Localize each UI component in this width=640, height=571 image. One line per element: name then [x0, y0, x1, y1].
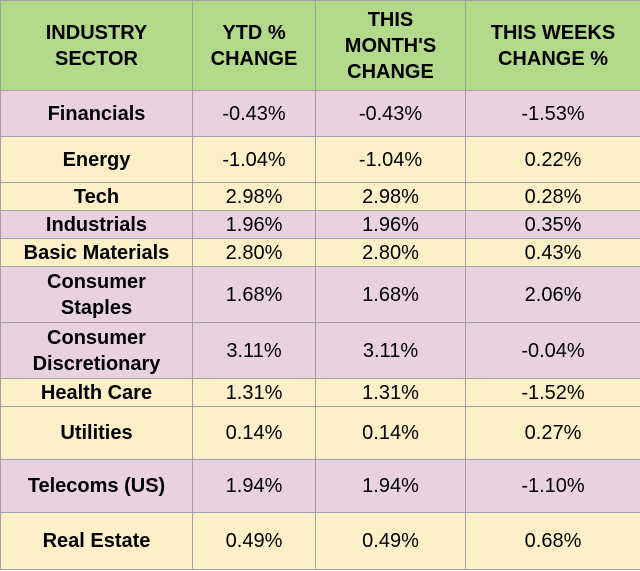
table-row: Health Care 1.31% 1.31% -1.52% — [0, 378, 640, 407]
table-body: Financials -0.43% -0.43% -1.53% Energy -1.04%… — [0, 90, 640, 570]
ytd-change-cell: 2.98% — [192, 182, 316, 211]
ytd-change-cell: 3.11% — [192, 322, 316, 379]
week-change-cell: 2.06% — [465, 266, 640, 323]
sector-name: Discretionary — [32, 352, 161, 375]
sector-name-cell: Telecoms (US) — [0, 459, 193, 513]
sector-name: Financials — [47, 102, 146, 125]
sector-name-cell: Utilities — [0, 406, 193, 460]
header-week-change-line: THIS WEEKS — [490, 21, 616, 44]
month-change-cell: 2.98% — [315, 182, 466, 211]
sector-name-cell: Basic Materials — [0, 238, 193, 267]
month-change-cell: 0.49% — [315, 512, 466, 570]
week-change-cell: 0.27% — [465, 406, 640, 460]
header-industry-sector-line: INDUSTRY — [45, 21, 148, 44]
ytd-change-cell: 1.96% — [192, 210, 316, 239]
table-row: Consumer Discretionary 3.11% 3.11% -0.04% — [0, 322, 640, 379]
sector-name-cell: Consumer Discretionary — [0, 322, 193, 379]
ytd-change-cell: 2.80% — [192, 238, 316, 267]
header-month-change-line: THIS — [367, 8, 414, 31]
sector-name-cell: Financials — [0, 90, 193, 137]
header-week-change-line: CHANGE % — [497, 47, 608, 70]
sector-name: Consumer — [47, 270, 146, 293]
table-row: Telecoms (US) 1.94% 1.94% -1.10% — [0, 459, 640, 513]
week-change-cell: 0.68% — [465, 512, 640, 570]
sector-name: Staples — [60, 296, 133, 319]
ytd-change-cell: 1.31% — [192, 378, 316, 407]
sector-name-cell: Real Estate — [0, 512, 193, 570]
sector-name: Real Estate — [42, 530, 151, 552]
header-industry-sector-line: SECTOR — [55, 47, 138, 70]
month-change-cell: 1.96% — [315, 210, 466, 239]
sector-name-cell: Energy — [0, 136, 193, 183]
sector-name-cell: Consumer Staples — [0, 266, 193, 323]
month-change-cell: 1.68% — [315, 266, 466, 323]
month-change-cell: -0.43% — [315, 90, 466, 137]
sector-name: Energy — [62, 148, 131, 171]
sector-name-cell: Tech — [0, 182, 193, 211]
table-row: Energy -1.04% -1.04% 0.22% — [0, 136, 640, 183]
table-row: Utilities 0.14% 0.14% 0.27% — [0, 406, 640, 460]
header-month-change: THIS MONTH'S CHANGE — [315, 0, 466, 91]
week-change-cell: 0.28% — [465, 182, 640, 211]
header-month-change-line: CHANGE — [347, 60, 434, 83]
table-row: Tech 2.98% 2.98% 0.28% — [0, 182, 640, 211]
sector-name: Telecoms (US) — [27, 475, 166, 497]
month-change-cell: 1.31% — [315, 378, 466, 407]
ytd-change-cell: 1.68% — [192, 266, 316, 323]
sector-name: Industrials — [45, 213, 148, 236]
sector-name: Utilities — [60, 422, 133, 444]
table-row: Financials -0.43% -0.43% -1.53% — [0, 90, 640, 137]
header-month-change-line: MONTH'S — [344, 34, 437, 57]
week-change-cell: 0.22% — [465, 136, 640, 183]
header-ytd-change-line: CHANGE — [210, 47, 298, 70]
week-change-cell: 0.35% — [465, 210, 640, 239]
header-week-change: THIS WEEKS CHANGE % — [465, 0, 640, 91]
header-industry-sector: INDUSTRY SECTOR — [0, 0, 193, 91]
ytd-change-cell: 0.49% — [192, 512, 316, 570]
month-change-cell: 2.80% — [315, 238, 466, 267]
header-ytd-change-line: YTD % — [222, 21, 286, 44]
sector-name-cell: Health Care — [0, 378, 193, 407]
week-change-cell: -1.52% — [465, 378, 640, 407]
month-change-cell: 1.94% — [315, 459, 466, 513]
sector-name: Health Care — [40, 381, 153, 404]
ytd-change-cell: -0.43% — [192, 90, 316, 137]
ytd-change-cell: 0.14% — [192, 406, 316, 460]
header-row: INDUSTRY SECTOR YTD % CHANGE THIS MONTH'… — [0, 0, 640, 91]
week-change-cell: -0.04% — [465, 322, 640, 379]
month-change-cell: -1.04% — [315, 136, 466, 183]
sector-name: Basic Materials — [23, 241, 170, 264]
week-change-cell: -1.10% — [465, 459, 640, 513]
table-row: Real Estate 0.49% 0.49% 0.68% — [0, 512, 640, 570]
week-change-cell: 0.43% — [465, 238, 640, 267]
header-ytd-change: YTD % CHANGE — [192, 0, 316, 91]
week-change-cell: -1.53% — [465, 90, 640, 137]
month-change-cell: 0.14% — [315, 406, 466, 460]
ytd-change-cell: 1.94% — [192, 459, 316, 513]
table-row: Basic Materials 2.80% 2.80% 0.43% — [0, 238, 640, 267]
month-change-cell: 3.11% — [315, 322, 466, 379]
table-row: Consumer Staples 1.68% 1.68% 2.06% — [0, 266, 640, 323]
ytd-change-cell: -1.04% — [192, 136, 316, 183]
sector-name-cell: Industrials — [0, 210, 193, 239]
table-row: Industrials 1.96% 1.96% 0.35% — [0, 210, 640, 239]
sector-name: Tech — [73, 185, 120, 208]
sector-name: Consumer — [47, 326, 146, 349]
